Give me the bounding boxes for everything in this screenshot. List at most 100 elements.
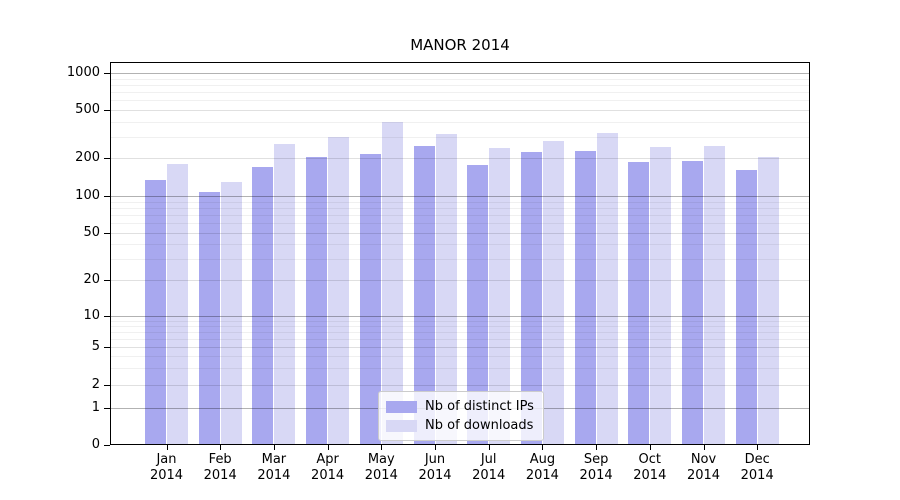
minor-gridline: [110, 201, 810, 203]
bar-nb-of-distinct-ips-aug: [520, 151, 542, 445]
x-tick-month: Jan: [156, 452, 177, 467]
y-tick-mark: [104, 384, 110, 386]
grid-layer: [110, 62, 810, 445]
minor-gridline: [110, 331, 810, 333]
gridline: [110, 233, 810, 234]
gridline: [110, 347, 810, 348]
minor-gridline: [110, 244, 810, 246]
bar-nb-of-downloads-aug: [542, 141, 564, 445]
x-tick-mark: [757, 445, 759, 450]
x-tick-mark: [596, 445, 598, 450]
x-tick-year: 2014: [579, 468, 613, 483]
bar-nb-of-distinct-ips-dec: [735, 170, 757, 445]
x-tick-year: 2014: [633, 468, 667, 483]
minor-gridline: [110, 136, 810, 138]
x-tick-label-nov: Nov 2014: [672, 452, 736, 484]
y-tick-label: 2: [91, 377, 100, 392]
minor-gridline: [110, 325, 810, 327]
bar-nb-of-downloads-sep: [596, 133, 618, 445]
minor-gridline: [110, 100, 810, 102]
x-tick-month: Oct: [638, 452, 662, 467]
x-tick-label-jul: Jul 2014: [457, 452, 521, 484]
y-tick-mark: [104, 279, 110, 281]
x-tick-year: 2014: [472, 468, 506, 483]
y-tick-label: 0: [91, 437, 100, 452]
bar-nb-of-distinct-ips-jun: [413, 146, 435, 445]
y-tick-label: 100: [75, 188, 100, 203]
x-tick-year: 2014: [740, 468, 774, 483]
bar-nb-of-distinct-ips-sep: [574, 150, 596, 445]
y-tick-label: 10: [83, 308, 100, 323]
minor-gridline: [110, 320, 810, 322]
x-tick-mark: [649, 445, 651, 450]
legend-swatch-distinct-ips: [386, 400, 417, 413]
minor-gridline: [110, 121, 810, 123]
x-tick-month: Nov: [690, 452, 717, 467]
minor-gridline: [110, 92, 810, 94]
x-tick-label-aug: Aug 2014: [510, 452, 574, 484]
x-tick-month: Sep: [583, 452, 609, 467]
x-tick-label-dec: Dec 2014: [725, 452, 789, 484]
x-tick-year: 2014: [203, 468, 237, 483]
decade-gridline: [110, 196, 810, 197]
x-tick-month: May: [367, 452, 395, 467]
x-tick-month: Dec: [744, 452, 770, 467]
legend-item-distinct-ips: Nb of distinct IPs: [386, 397, 534, 416]
bar-nb-of-distinct-ips-apr: [306, 156, 328, 445]
x-tick-label-jun: Jun 2014: [403, 452, 467, 484]
bar-nb-of-distinct-ips-mar: [252, 166, 274, 445]
x-tick-year: 2014: [257, 468, 291, 483]
x-tick-mark: [381, 445, 383, 450]
minor-gridline: [110, 259, 810, 261]
minor-gridline: [110, 223, 810, 225]
gridline: [110, 385, 810, 386]
x-tick-label-may: May 2014: [349, 452, 413, 484]
x-tick-mark: [488, 445, 490, 450]
x-tick-label-oct: Oct 2014: [618, 452, 682, 484]
y-tick-label: 200: [75, 150, 100, 165]
y-tick-mark: [104, 232, 110, 234]
x-tick-year: 2014: [525, 468, 559, 483]
x-tick-mark: [327, 445, 329, 450]
minor-gridline: [110, 356, 810, 358]
x-tick-month: Jul: [480, 452, 497, 467]
legend-swatch-downloads: [386, 419, 417, 432]
bar-nb-of-distinct-ips-feb: [198, 192, 220, 445]
bar-nb-of-downloads-dec: [757, 156, 779, 445]
x-tick-year: 2014: [311, 468, 345, 483]
legend: Nb of distinct IPs Nb of downloads: [378, 391, 544, 441]
x-tick-mark: [220, 445, 222, 450]
x-tick-year: 2014: [686, 468, 721, 483]
legend-item-downloads: Nb of downloads: [386, 416, 534, 435]
y-tick-mark: [104, 315, 110, 317]
minor-gridline: [110, 207, 810, 209]
bar-nb-of-downloads-apr: [328, 136, 350, 445]
x-tick-month: Feb: [208, 452, 232, 467]
x-tick-month: Apr: [316, 452, 339, 467]
bar-nb-of-downloads-mar: [274, 144, 296, 445]
x-tick-mark: [542, 445, 544, 450]
x-tick-month: Mar: [261, 452, 287, 467]
bar-nb-of-distinct-ips-oct: [628, 162, 650, 445]
minor-gridline: [110, 368, 810, 370]
chart-title: MANOR 2014: [410, 36, 510, 54]
decade-gridline: [110, 73, 810, 74]
minor-gridline: [110, 215, 810, 217]
x-tick-year: 2014: [364, 468, 398, 483]
bar-nb-of-distinct-ips-jan: [145, 179, 166, 445]
bar-nb-of-downloads-may: [381, 122, 403, 445]
y-tick-label: 50: [83, 225, 100, 240]
y-tick-mark: [104, 157, 110, 159]
legend-label-distinct-ips: Nb of distinct IPs: [425, 399, 534, 414]
y-tick-mark: [104, 195, 110, 197]
y-tick-label: 1: [91, 400, 100, 415]
y-tick-label: 1000: [66, 65, 100, 80]
bar-nb-of-downloads-jul: [489, 148, 511, 445]
bar-nb-of-downloads-nov: [704, 146, 725, 445]
x-tick-mark: [435, 445, 436, 450]
y-tick-label: 5: [91, 339, 100, 354]
bar-nb-of-downloads-jan: [167, 163, 188, 445]
y-tick-label: 500: [75, 102, 100, 117]
bar-nb-of-distinct-ips-may: [359, 154, 381, 445]
